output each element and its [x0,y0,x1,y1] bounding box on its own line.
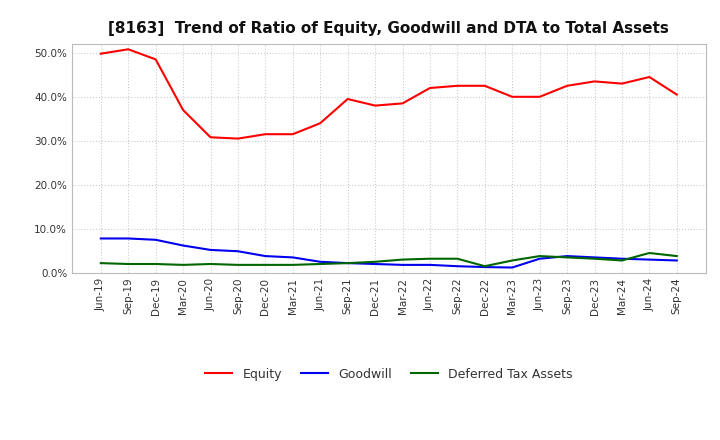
Deferred Tax Assets [480,264,489,269]
Equity [124,47,132,52]
Goodwill [453,264,462,269]
Equity [179,107,187,113]
Deferred Tax Assets [343,260,352,266]
Deferred Tax Assets [453,256,462,261]
Goodwill [343,260,352,266]
Deferred Tax Assets [508,258,516,263]
Title: [8163]  Trend of Ratio of Equity, Goodwill and DTA to Total Assets: [8163] Trend of Ratio of Equity, Goodwil… [109,21,669,36]
Equity [233,136,242,141]
Deferred Tax Assets [618,258,626,263]
Deferred Tax Assets [371,259,379,264]
Equity [453,83,462,88]
Equity [563,83,572,88]
Goodwill [618,256,626,261]
Goodwill [151,237,160,242]
Equity [508,94,516,99]
Equity [536,94,544,99]
Deferred Tax Assets [536,253,544,259]
Line: Equity: Equity [101,49,677,139]
Goodwill [398,262,407,268]
Equity [289,132,297,137]
Goodwill [289,255,297,260]
Deferred Tax Assets [261,262,270,268]
Deferred Tax Assets [316,261,325,267]
Goodwill [426,262,434,268]
Goodwill [371,261,379,267]
Line: Deferred Tax Assets: Deferred Tax Assets [101,253,677,266]
Equity [480,83,489,88]
Deferred Tax Assets [151,261,160,267]
Goodwill [96,236,105,241]
Equity [618,81,626,86]
Deferred Tax Assets [563,255,572,260]
Deferred Tax Assets [289,262,297,268]
Deferred Tax Assets [645,250,654,256]
Goodwill [563,253,572,259]
Equity [672,92,681,97]
Equity [261,132,270,137]
Deferred Tax Assets [124,261,132,267]
Equity [426,85,434,91]
Goodwill [480,264,489,270]
Equity [343,96,352,102]
Deferred Tax Assets [233,262,242,268]
Deferred Tax Assets [179,262,187,268]
Equity [398,101,407,106]
Goodwill [261,253,270,259]
Deferred Tax Assets [672,253,681,259]
Deferred Tax Assets [590,256,599,261]
Goodwill [233,249,242,254]
Goodwill [316,259,325,264]
Goodwill [590,255,599,260]
Equity [590,79,599,84]
Equity [645,74,654,80]
Equity [206,135,215,140]
Goodwill [672,258,681,263]
Goodwill [179,243,187,248]
Goodwill [536,256,544,261]
Goodwill [645,257,654,262]
Deferred Tax Assets [96,260,105,266]
Goodwill [508,265,516,270]
Goodwill [206,247,215,253]
Deferred Tax Assets [398,257,407,262]
Goodwill [124,236,132,241]
Equity [96,51,105,56]
Legend: Equity, Goodwill, Deferred Tax Assets: Equity, Goodwill, Deferred Tax Assets [200,363,577,385]
Equity [151,57,160,62]
Equity [316,121,325,126]
Line: Goodwill: Goodwill [101,238,677,268]
Deferred Tax Assets [206,261,215,267]
Equity [371,103,379,108]
Deferred Tax Assets [426,256,434,261]
